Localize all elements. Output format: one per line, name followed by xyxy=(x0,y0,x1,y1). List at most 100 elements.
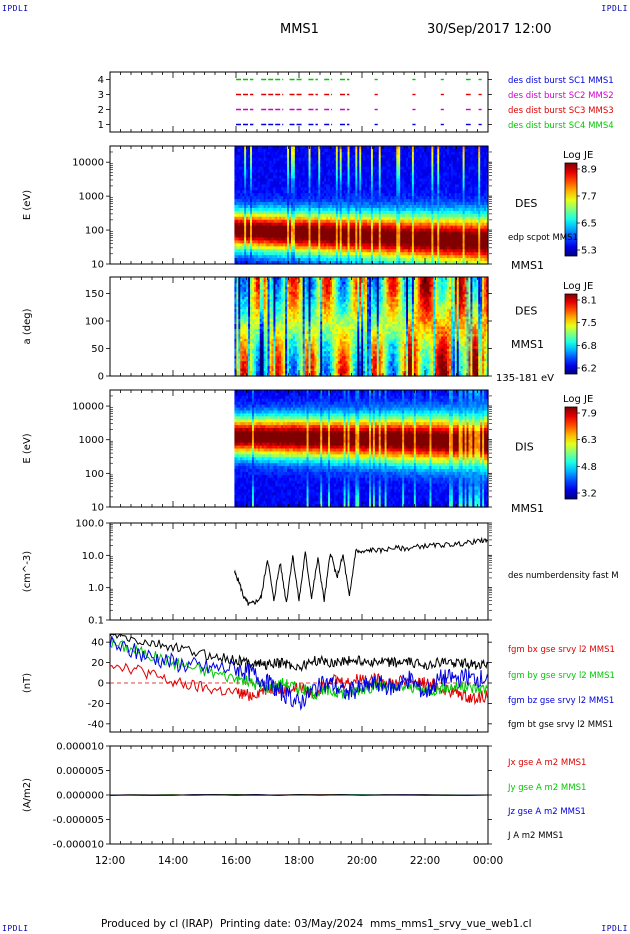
instrument-label-des_pitch: DES xyxy=(515,305,537,318)
legend-entry-des-dist-burst-sc3-mms3: des dist burst SC3 MMS3 xyxy=(508,106,614,116)
y-axis-label-current: (A/m2) xyxy=(22,778,33,812)
energy-range-label-des_pitch: 135-181 eV xyxy=(496,373,554,384)
y-tick-label-des_pitch: 50 xyxy=(91,344,104,355)
overlay-label-des_energy: edp scpot MMS1 xyxy=(508,233,578,243)
legend-entry-current-3: J A m2 MMS1 xyxy=(507,831,564,841)
spacecraft-label-dis_energy: MMS1 xyxy=(511,502,544,515)
time-axis-labels: 12:00 14:00 16:00 18:00 20:00 22:00 00:00 xyxy=(95,855,503,867)
time-tick-label: 22:00 xyxy=(410,855,440,867)
corner-mark-bottom-right: IPDLI xyxy=(601,924,628,933)
y-tick-label-dis_energy: 100 xyxy=(85,469,104,480)
y-axis-des_energy: 10 100 1000 10000 E (eV) xyxy=(22,151,492,271)
series-line-bfield xyxy=(109,633,489,673)
y-tick-label-current: 0.000000 xyxy=(56,791,104,802)
time-ticks-des_pitch xyxy=(109,277,489,376)
colorbar-dis_energy: Log JE 7.9 6.3 4.8 3.2 xyxy=(563,394,597,500)
burst-marks xyxy=(236,78,482,126)
y-axis-label-des_energy: E (eV) xyxy=(22,190,33,220)
panel-frame-burst xyxy=(109,71,489,133)
legend-entry-density: des numberdensity fast M xyxy=(508,571,619,581)
series-line-bfield xyxy=(109,635,489,711)
time-tick-label: 20:00 xyxy=(347,855,377,867)
y-tick-label-current: 0.000005 xyxy=(56,766,104,777)
y-tick-label-dis_energy: 1000 xyxy=(79,435,104,446)
colorbar-des_energy: Log JE 8.9 7.7 6.5 5.3 xyxy=(563,150,597,257)
legend-entry-bfield-0: fgm bx gse srvy l2 MMS1 xyxy=(508,645,615,655)
panel-frame-density xyxy=(109,522,489,621)
legend-entry-bfield-3: fgm bt gse srvy l2 MMS1 xyxy=(508,720,613,730)
colorbar-scale-dis_energy xyxy=(564,406,578,500)
y-tick-label-bfield: -20 xyxy=(88,699,104,710)
colorbar-tick-label-des_energy: 6.5 xyxy=(581,219,597,230)
time-ticks-burst xyxy=(109,72,489,132)
y-axis-dis_energy: 10 100 1000 10000 E (eV) xyxy=(22,395,492,514)
footer-credit: Produced by cl (IRAP) xyxy=(101,918,214,930)
heatmap-dis_energy xyxy=(234,390,489,508)
y-tick-label-current: 0.000010 xyxy=(56,742,104,753)
colorbar-tick-label-des_pitch: 8.1 xyxy=(581,296,597,307)
y-axis-current: -0.000010 -0.000005 0.000000 0.000005 0.0000… xyxy=(22,742,492,851)
corner-mark-top-right: IPDLI xyxy=(601,4,628,13)
time-tick-label: 18:00 xyxy=(284,855,314,867)
colorbar-tick-label-des_energy: 5.3 xyxy=(581,246,597,257)
time-tick-label: 14:00 xyxy=(158,855,188,867)
y-tick-label-des_pitch: 100 xyxy=(85,317,104,328)
colorbar-tick-label-dis_energy: 4.8 xyxy=(581,462,597,473)
y-axis-label-des_pitch: a (deg) xyxy=(22,308,33,344)
y-axis-label-bfield: (nT) xyxy=(22,673,33,693)
datetime-title: 30/Sep/2017 12:00 xyxy=(427,22,552,37)
time-ticks-bfield xyxy=(109,634,489,732)
y-tick-label-burst: 2 xyxy=(98,105,104,116)
y-tick-label-bfield: 40 xyxy=(91,638,104,649)
legend-entry-current-0: Jx gse A m2 MMS1 xyxy=(507,758,586,768)
y-axis-des_pitch: 0 50 100 150 a (deg) xyxy=(22,289,492,383)
colorbar-tick-label-dis_energy: 6.3 xyxy=(581,435,597,446)
colorbar-title-dis_energy: Log JE xyxy=(563,394,593,405)
colorbar-title-des_energy: Log JE xyxy=(563,150,593,161)
heatmap-des_pitch xyxy=(234,277,489,377)
y-tick-label-current: -0.000005 xyxy=(53,815,104,826)
series-line-current xyxy=(110,794,489,796)
y-tick-label-density: 0.1 xyxy=(88,616,104,627)
y-tick-label-current: -0.000010 xyxy=(53,840,104,851)
y-tick-label-des_energy: 1000 xyxy=(79,192,104,203)
spacecraft-label-des_energy: MMS1 xyxy=(511,259,544,272)
y-tick-label-des_energy: 10000 xyxy=(72,158,104,169)
colorbar-tick-label-des_pitch: 6.2 xyxy=(581,364,597,375)
time-tick-label: 12:00 xyxy=(95,855,125,867)
colorbar-tick-label-dis_energy: 7.9 xyxy=(581,409,597,420)
colorbar-title-des_pitch: Log JE xyxy=(563,281,593,292)
heatmap-des_energy xyxy=(234,146,489,265)
instrument-label-des_energy: DES xyxy=(515,197,537,210)
y-tick-label-dis_energy: 10000 xyxy=(72,402,104,413)
instrument-label-dis_energy: DIS xyxy=(515,441,534,454)
y-axis-bfield: -40 -20 0 20 40 (nT) xyxy=(22,638,492,730)
series-line-bfield xyxy=(109,638,489,700)
colorbar-des_pitch: Log JE 8.1 7.5 6.8 6.2 xyxy=(563,281,597,375)
corner-mark-top-left: IPDLI xyxy=(2,4,29,13)
legend-entry-bfield-2: fgm bz gse srvy l2 MMS1 xyxy=(508,696,614,706)
legend-entry-bfield-1: fgm by gse srvy l2 MMS1 xyxy=(508,671,615,681)
time-tick-label: 16:00 xyxy=(221,855,251,867)
colorbar-tick-label-dis_energy: 3.2 xyxy=(581,489,597,500)
colorbar-tick-label-des_pitch: 6.8 xyxy=(581,341,597,352)
y-tick-label-bfield: -40 xyxy=(88,719,104,730)
spacecraft-label-des_pitch: MMS1 xyxy=(511,338,544,351)
legend-entry-des-dist-burst-sc2-mms2: des dist burst SC2 MMS2 xyxy=(508,91,614,101)
y-tick-label-burst: 3 xyxy=(98,90,104,101)
corner-mark-bottom-left: IPDLI xyxy=(2,924,29,933)
colorbar-tick-label-des_pitch: 7.5 xyxy=(581,318,597,329)
colorbar-tick-label-des_energy: 8.9 xyxy=(581,165,597,176)
y-axis-density: 0.1 1.0 10.0 100.0 (cm^-3) xyxy=(22,519,492,627)
time-ticks-density xyxy=(109,523,489,620)
y-tick-label-des_pitch: 150 xyxy=(85,289,104,300)
y-axis-label-density: (cm^-3) xyxy=(22,551,33,592)
footer-filename: mms_mms1_srvy_vue_web1.cl xyxy=(370,918,532,930)
series-line-bfield xyxy=(109,662,489,706)
time-ticks-des_energy xyxy=(109,146,489,264)
time-ticks-dis_energy xyxy=(109,390,489,507)
y-tick-label-burst: 1 xyxy=(98,120,104,131)
y-axis-label-dis_energy: E (eV) xyxy=(22,433,33,463)
y-tick-label-dis_energy: 10 xyxy=(91,503,104,514)
